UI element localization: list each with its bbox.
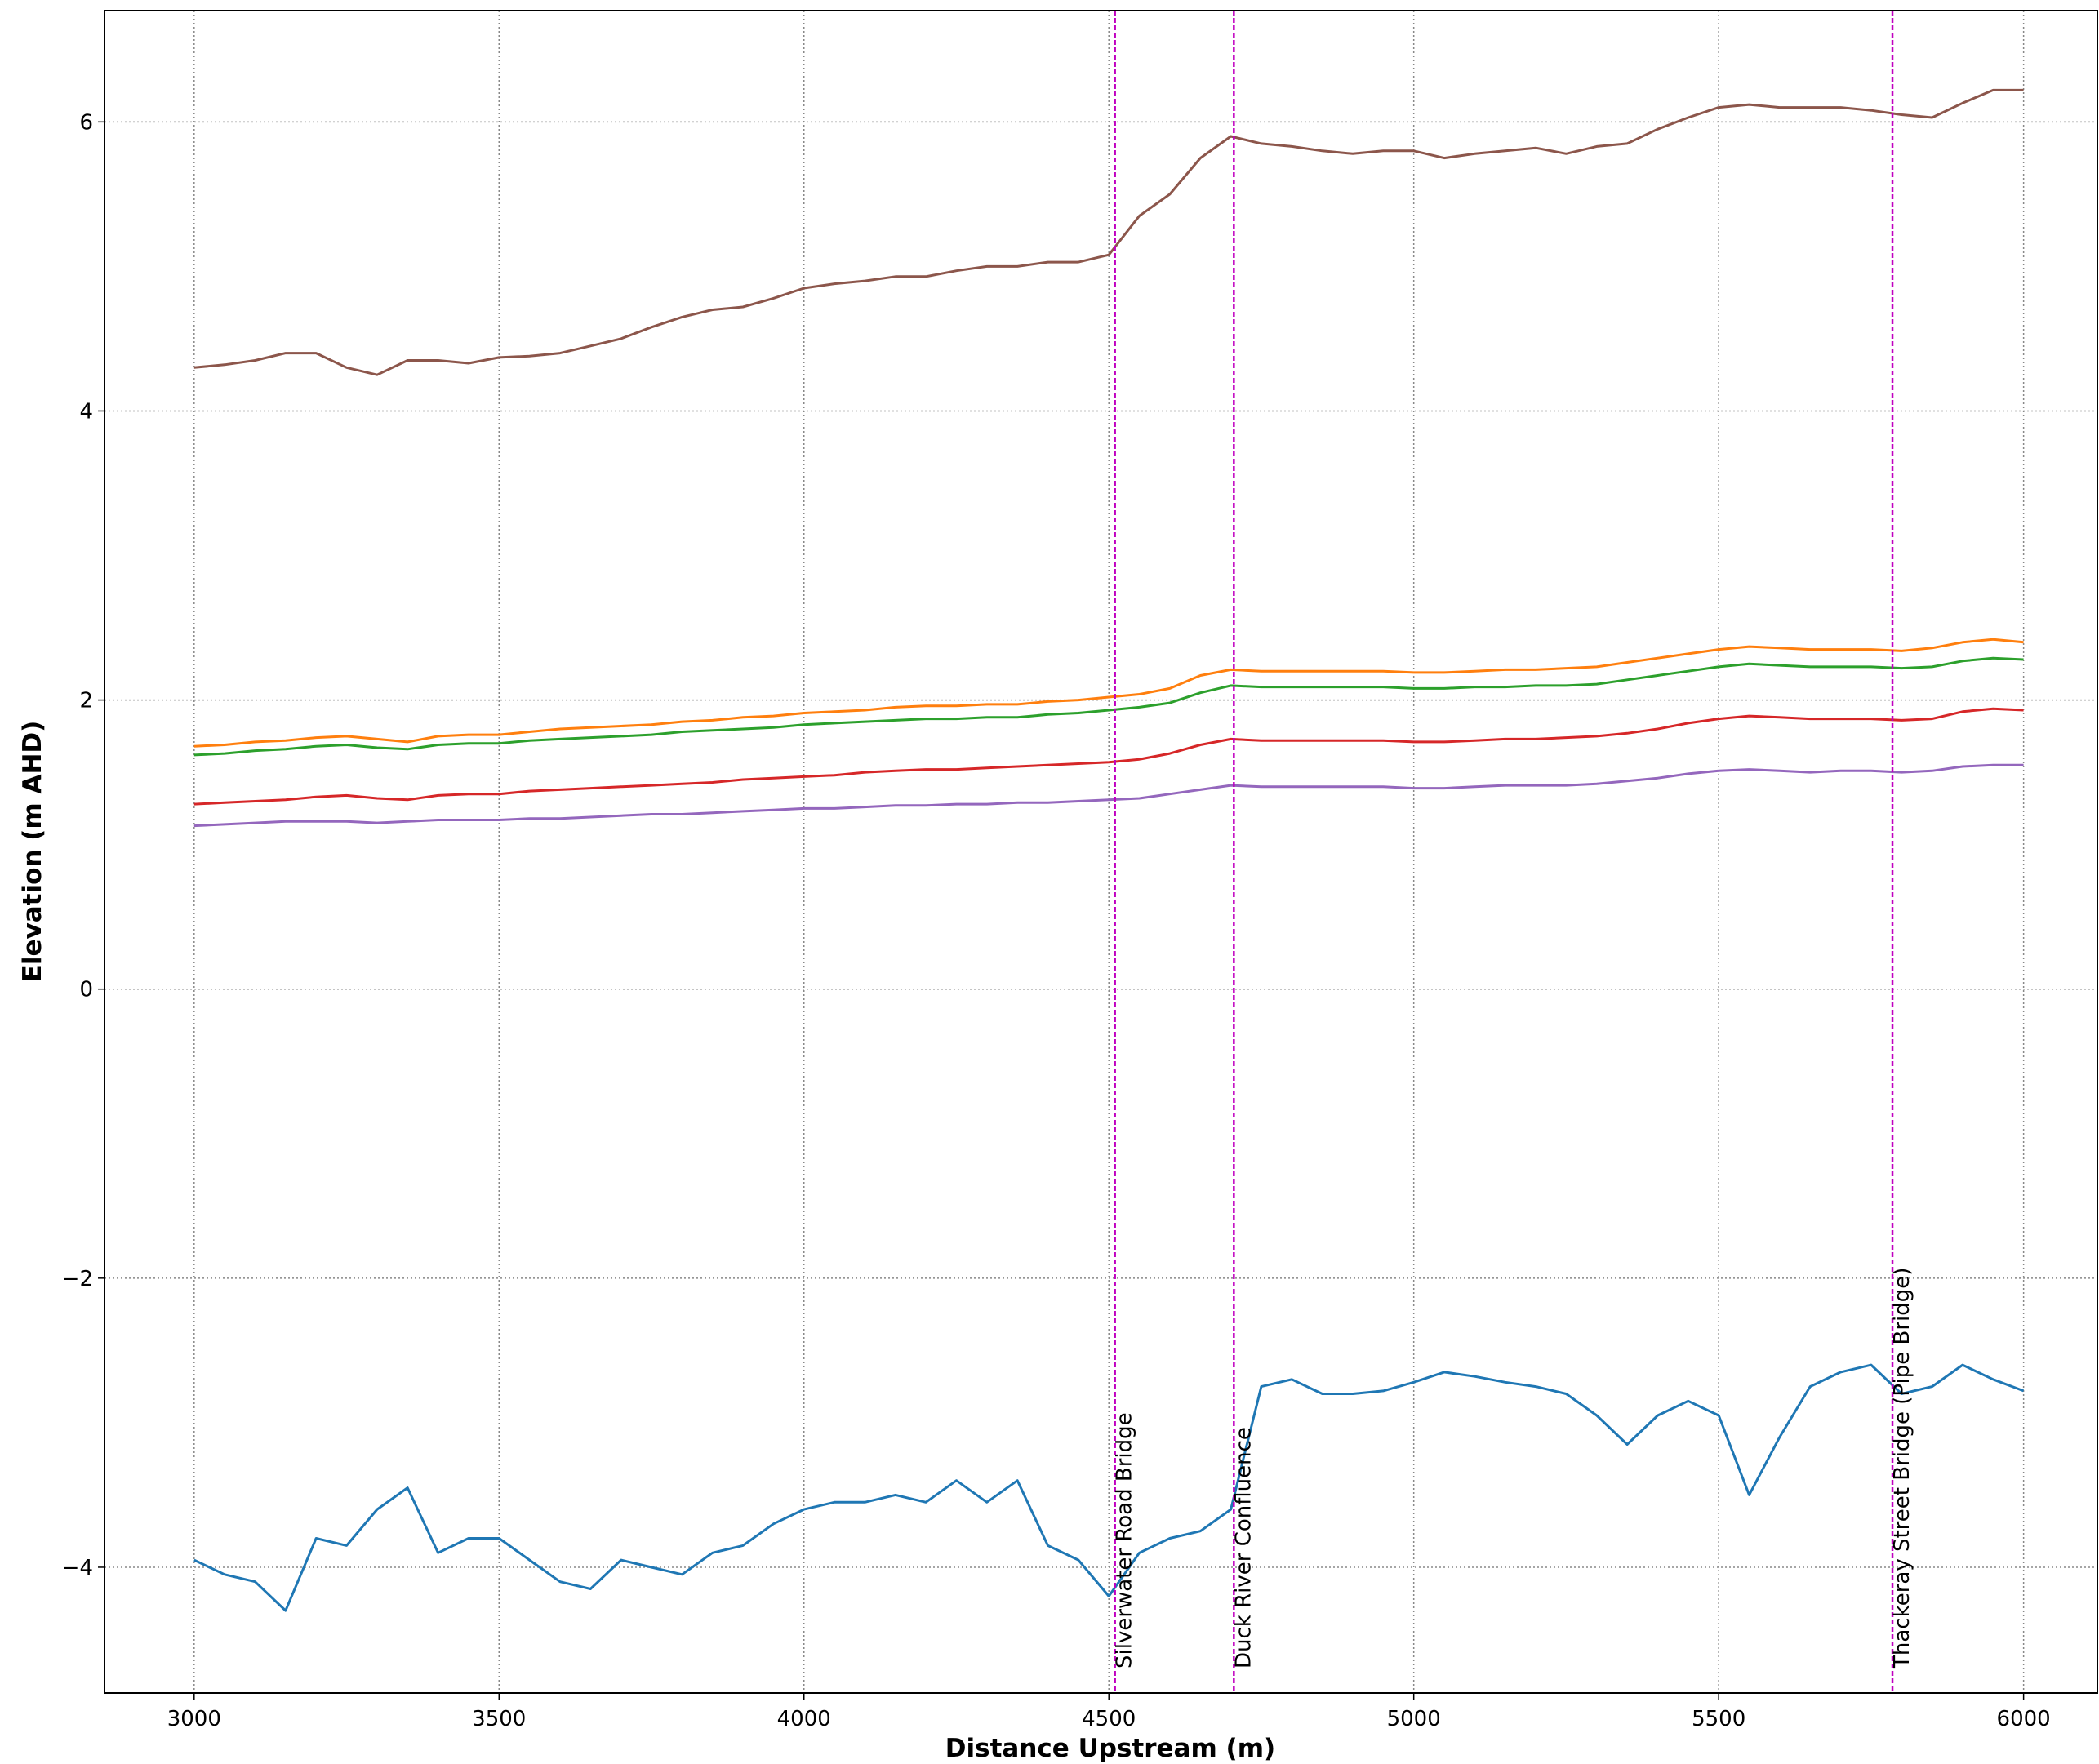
y-tick-label: 0 (79, 978, 93, 1002)
annotation-label: Duck River Confluence (1231, 1427, 1256, 1668)
x-tick-label: 5000 (1387, 1707, 1441, 1731)
x-tick-label: 5500 (1692, 1707, 1745, 1731)
x-axis-label: Distance Upstream (m) (945, 1734, 1275, 1763)
series-line (193, 656, 2024, 757)
x-tick-label: 3500 (472, 1707, 526, 1731)
annotation-label: Thackeray Street Bridge (Pipe Bridge) (1890, 1268, 1914, 1669)
y-tick-label: 4 (79, 399, 93, 424)
annotation-label: Silverwater Road Bridge (1113, 1412, 1137, 1668)
y-tick-label: −2 (62, 1267, 93, 1291)
y-tick-label: −4 (62, 1556, 93, 1580)
x-tick-label: 4500 (1082, 1707, 1136, 1731)
y-tick-label: 2 (79, 689, 93, 713)
y-axis-label: Elevation (m AHD) (18, 721, 47, 983)
series-line (193, 638, 2024, 748)
series-line (193, 707, 2024, 806)
plot-frame (104, 10, 2098, 1694)
x-tick-label: 3000 (167, 1707, 221, 1731)
series-line (193, 763, 2024, 828)
x-tick-label: 4000 (777, 1707, 831, 1731)
y-tick-label: 6 (79, 110, 93, 135)
series-line (193, 1363, 2025, 1612)
x-tick-label: 6000 (1997, 1707, 2051, 1731)
series-line (193, 88, 2024, 376)
